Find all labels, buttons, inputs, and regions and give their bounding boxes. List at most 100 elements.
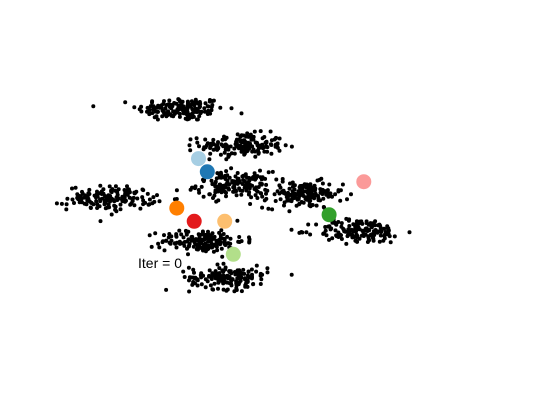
data-point-cluster-6 xyxy=(187,243,192,248)
data-point-cluster-2 xyxy=(187,143,192,148)
data-point-cluster-1 xyxy=(186,114,190,119)
data-point-cluster-4 xyxy=(135,196,140,201)
data-point-cluster-8 xyxy=(181,269,186,274)
data-point-cluster-6 xyxy=(182,243,187,248)
data-point-cluster-6 xyxy=(177,239,182,244)
data-point-cluster-3 xyxy=(219,190,224,195)
data-point-cluster-1 xyxy=(206,108,211,113)
data-point-cluster-2 xyxy=(253,140,258,145)
data-point-cluster-7 xyxy=(333,221,338,226)
data-point-cluster-3 xyxy=(258,191,263,196)
data-point-cluster-2 xyxy=(275,142,280,147)
data-point-cluster-3 xyxy=(214,199,219,204)
data-point-cluster-7 xyxy=(350,235,355,240)
data-point-cluster-1 xyxy=(167,98,172,103)
data-point-cluster-8 xyxy=(215,262,220,267)
data-point-cluster-1 xyxy=(185,107,190,112)
data-point-cluster-1 xyxy=(123,100,128,105)
data-point-cluster-2 xyxy=(220,137,225,142)
data-point-cluster-5 xyxy=(327,182,332,187)
data-point-cluster-2 xyxy=(211,137,216,142)
data-point-cluster-5 xyxy=(296,195,301,200)
data-point-cluster-1 xyxy=(170,113,175,118)
data-point-cluster-1 xyxy=(210,99,215,103)
data-point-cluster-5 xyxy=(292,187,297,192)
data-point-cluster-4 xyxy=(95,202,100,207)
data-point-cluster-4 xyxy=(84,202,89,207)
data-point-cluster-6 xyxy=(149,244,154,249)
data-point-cluster-7 xyxy=(323,228,328,233)
data-point-cluster-5 xyxy=(280,177,285,181)
data-point-cluster-7 xyxy=(377,222,382,227)
data-point-cluster-8 xyxy=(234,286,239,291)
data-point-cluster-8 xyxy=(221,287,226,292)
data-point-cluster-1 xyxy=(181,104,186,109)
data-point-cluster-7 xyxy=(349,227,354,232)
data-point-cluster-3 xyxy=(235,181,240,186)
data-point-cluster-6 xyxy=(157,245,162,250)
data-point-cluster-4 xyxy=(87,192,92,196)
data-point-cluster-8 xyxy=(265,266,270,271)
data-point-cluster-5 xyxy=(320,192,325,196)
data-point-cluster-7 xyxy=(323,225,328,229)
data-point-cluster-2 xyxy=(250,149,255,154)
data-point-cluster-1 xyxy=(197,114,202,119)
data-point-cluster-8 xyxy=(212,281,217,286)
data-point-cluster-3 xyxy=(213,179,218,184)
data-point-cluster-5 xyxy=(277,191,282,196)
data-point-cluster-4 xyxy=(114,209,119,214)
data-point-cluster-3 xyxy=(241,178,246,182)
data-point-cluster-4 xyxy=(130,199,135,203)
data-point-cluster-8 xyxy=(217,266,222,271)
data-point-cluster-2 xyxy=(207,157,212,162)
data-point-cluster-4 xyxy=(105,205,110,210)
data-point-cluster-8 xyxy=(207,268,212,273)
data-point-cluster-7 xyxy=(339,221,344,226)
data-point-cluster-3 xyxy=(244,184,249,189)
data-point-cluster-3 xyxy=(227,175,232,180)
data-point-cluster-8 xyxy=(164,287,169,292)
data-point-cluster-7 xyxy=(357,219,362,224)
data-point-cluster-3 xyxy=(202,178,207,182)
data-point-cluster-7 xyxy=(388,240,393,245)
data-point-cluster-5 xyxy=(307,188,312,193)
data-point-cluster-4 xyxy=(95,194,100,199)
data-point-cluster-8 xyxy=(187,278,191,283)
data-point-cluster-2 xyxy=(208,146,213,150)
data-point-cluster-8 xyxy=(208,283,213,288)
data-point-cluster-4 xyxy=(78,194,83,199)
centroid-marker-8 xyxy=(356,174,372,190)
data-point-cluster-1 xyxy=(195,117,200,122)
data-point-cluster-8 xyxy=(246,269,251,274)
data-point-cluster-2 xyxy=(232,151,237,156)
data-point-cluster-1 xyxy=(148,104,153,109)
data-point-cluster-3 xyxy=(253,193,258,198)
data-point-cluster-4 xyxy=(110,187,115,192)
data-point-cluster-4 xyxy=(54,201,59,206)
data-point-cluster-5 xyxy=(296,189,301,194)
data-point-cluster-5 xyxy=(278,197,283,202)
data-point-cluster-4 xyxy=(108,196,113,201)
data-point-cluster-3 xyxy=(188,187,193,192)
data-point-cluster-2 xyxy=(269,143,274,147)
data-point-cluster-8 xyxy=(258,282,263,286)
data-point-cluster-5 xyxy=(340,182,345,187)
data-point-cluster-5 xyxy=(266,206,271,211)
data-point-cluster-3 xyxy=(225,173,230,178)
centroid-marker-7 xyxy=(321,207,337,223)
data-point-cluster-7 xyxy=(299,230,304,234)
data-point-cluster-1 xyxy=(145,105,150,110)
data-point-cluster-7 xyxy=(364,219,369,224)
data-point-cluster-2 xyxy=(245,131,250,136)
data-point-cluster-1 xyxy=(193,106,198,111)
data-point-cluster-6 xyxy=(247,237,252,242)
data-point-cluster-4 xyxy=(102,200,107,205)
data-point-cluster-7 xyxy=(289,227,294,232)
data-point-cluster-7 xyxy=(308,232,313,237)
data-point-cluster-7 xyxy=(373,228,378,232)
data-point-cluster-4 xyxy=(98,219,103,224)
data-point-cluster-5 xyxy=(260,205,265,210)
data-point-cluster-6 xyxy=(206,229,210,234)
data-point-cluster-4 xyxy=(145,191,150,196)
data-point-cluster-5 xyxy=(283,191,287,196)
